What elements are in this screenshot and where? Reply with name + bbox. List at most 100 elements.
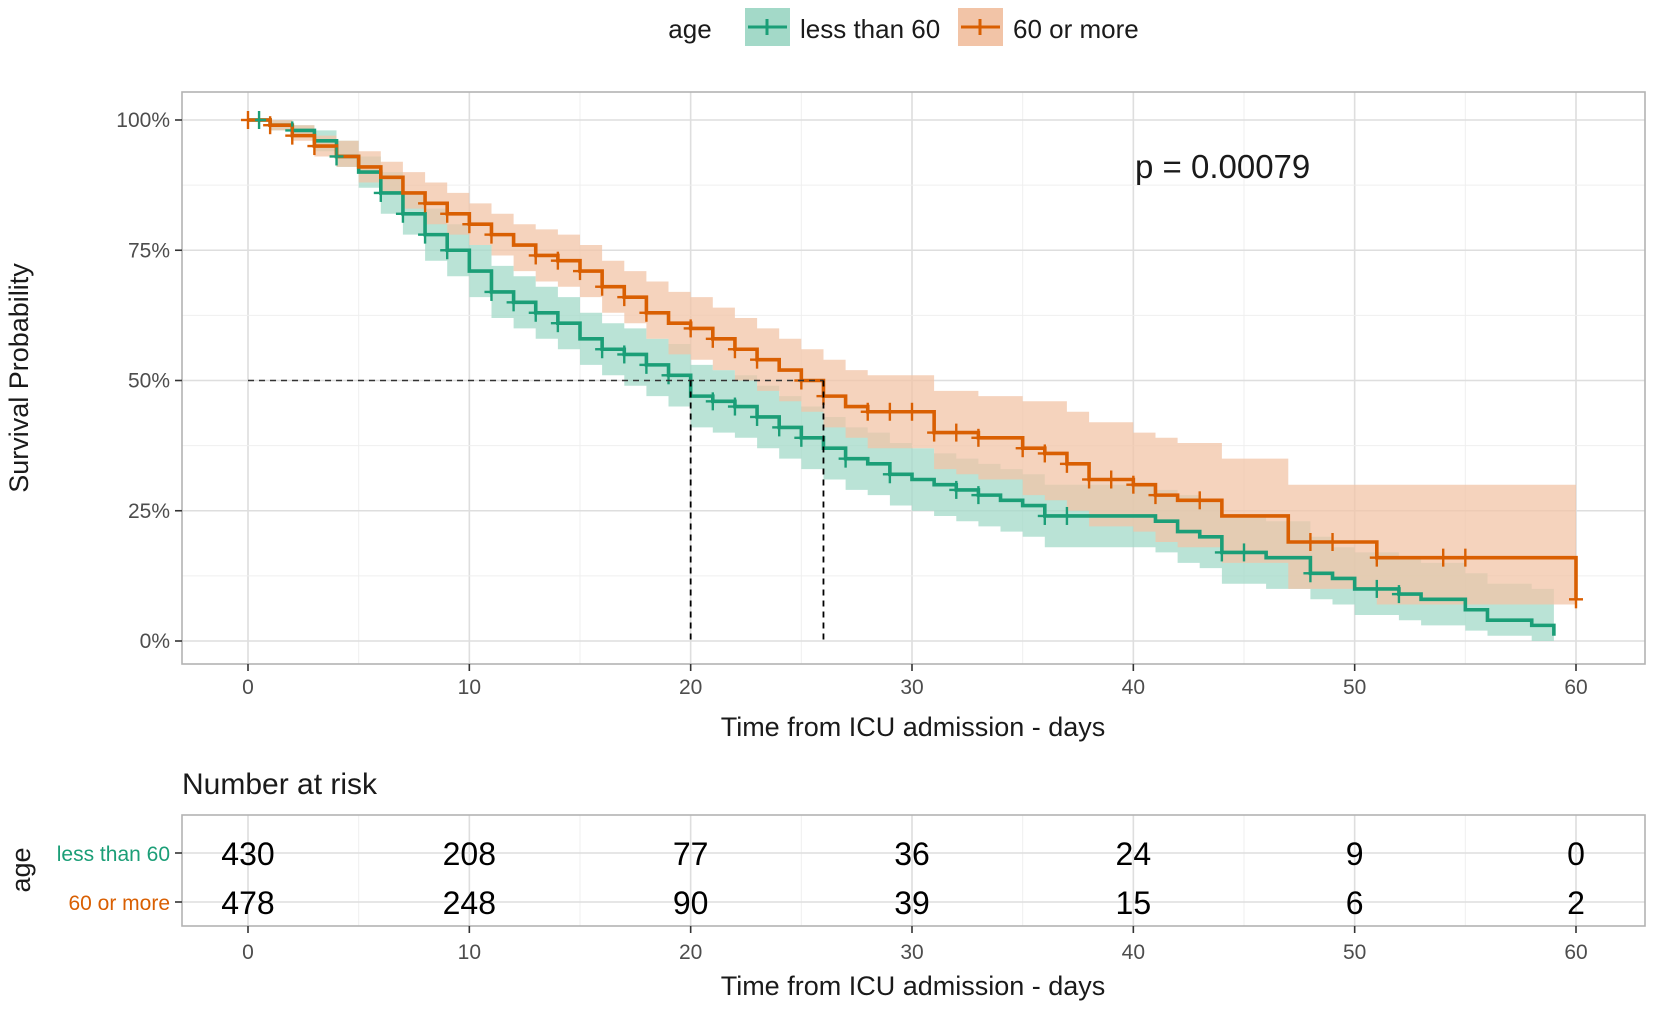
censor-mark-less-than-60	[395, 204, 410, 223]
censor-mark-less-than-60	[528, 303, 543, 322]
x-tick-label: 20	[679, 676, 702, 699]
censor-mark-less-than-60	[617, 345, 632, 364]
risk-value-60-or-more: 39	[894, 885, 930, 921]
p-value: p = 0.00079	[1135, 148, 1310, 185]
x-tick-label: 30	[900, 676, 923, 699]
censor-mark-60-or-more	[1569, 590, 1583, 609]
y-axis-title: Survival Probability	[4, 263, 34, 493]
risk-value-60-or-more: 6	[1346, 885, 1364, 921]
censor-mark-60-or-more	[860, 402, 875, 421]
censor-mark-less-than-60	[1059, 506, 1074, 525]
censor-mark-60-or-more	[927, 423, 942, 442]
risk-value-60-or-more: 248	[443, 885, 496, 921]
plot-panel-border	[181, 91, 1646, 665]
median-lines	[248, 379, 825, 641]
censor-mark-less-than-60	[440, 241, 455, 260]
censor-mark-less-than-60	[639, 355, 654, 374]
censor-mark-less-than-60	[794, 428, 809, 447]
censor-mark-less-than-60	[1303, 564, 1318, 583]
censor-mark-60-or-more	[1436, 548, 1451, 567]
risk-table-border	[181, 814, 1646, 927]
risk-value-less-than-60: 36	[894, 836, 930, 872]
censor-mark-60-or-more	[683, 319, 698, 338]
censor-mark-60-or-more	[573, 262, 587, 281]
x-axis-title: Time from ICU admission - days	[721, 712, 1106, 742]
legend: age less than 60 60 or more	[668, 8, 1139, 46]
risk-value-60-or-more: 90	[673, 885, 709, 921]
censor-mark-60-or-more	[905, 402, 919, 421]
censor-mark-60-or-more	[462, 215, 477, 234]
censor-mark-less-than-60	[971, 486, 986, 505]
censor-mark-60-or-more	[1082, 470, 1097, 489]
censor-mark-60-or-more	[971, 428, 986, 447]
risk-table-y-title: age	[6, 847, 36, 892]
x-tick-label: 60	[1564, 676, 1587, 699]
y-tick-label: 25%	[128, 500, 170, 523]
censor-mark-60-or-more	[307, 137, 322, 156]
censor-mark-60-or-more	[727, 340, 742, 359]
x-axis: 0 10 20 30 40 50 60	[242, 664, 1588, 699]
censor-mark-60-or-more	[528, 246, 543, 265]
censor-mark-less-than-60	[595, 340, 610, 359]
censor-mark-less-than-60	[418, 225, 433, 244]
confidence-band-60-or-more	[248, 120, 1576, 605]
censor-marks	[241, 111, 1583, 609]
censor-mark-60-or-more	[1192, 491, 1207, 510]
censor-mark-60-or-more	[1369, 548, 1384, 567]
y-axis: 0% 25% 50% 75% 100%	[116, 109, 182, 653]
censor-mark-less-than-60	[882, 465, 897, 484]
censor-mark-less-than-60	[705, 392, 720, 411]
risk-value-less-than-60: 208	[443, 836, 496, 872]
censor-mark-60-or-more	[1126, 475, 1141, 494]
censor-mark-60-or-more	[1104, 470, 1119, 489]
risk-value-60-or-more: 478	[221, 885, 274, 921]
x-tick-label: 50	[1343, 676, 1366, 699]
censor-mark-60-or-more	[263, 116, 278, 135]
censor-mark-60-or-more	[595, 277, 610, 296]
censor-mark-less-than-60	[1391, 585, 1406, 604]
risk-table-x-axis: 0 10 20 30 40 50 60	[242, 926, 1588, 964]
x-tick-label: 0	[242, 676, 254, 699]
censor-mark-60-or-more	[1458, 548, 1473, 567]
x-tick-label: 10	[458, 676, 481, 699]
y-tick-label: 50%	[128, 370, 170, 393]
censor-mark-60-or-more	[949, 423, 964, 442]
risk-x-tick-label: 0	[242, 941, 254, 964]
censor-mark-60-or-more	[1303, 533, 1318, 552]
risk-table-grid	[182, 815, 1645, 926]
censor-mark-60-or-more	[617, 288, 632, 307]
y-tick-label: 100%	[116, 109, 170, 132]
censor-mark-less-than-60	[750, 407, 765, 426]
censor-mark-less-than-60	[727, 397, 742, 416]
risk-table-title: Number at risk	[182, 768, 378, 801]
censor-mark-60-or-more	[705, 329, 720, 348]
risk-x-tick-label: 40	[1122, 941, 1145, 964]
censor-mark-60-or-more	[418, 194, 433, 213]
censor-mark-less-than-60	[550, 314, 565, 333]
risk-x-tick-label: 30	[900, 941, 923, 964]
risk-value-less-than-60: 0	[1567, 836, 1585, 872]
legend-label-less-than-60: less than 60	[800, 14, 940, 44]
censor-mark-less-than-60	[484, 282, 499, 301]
risk-value-less-than-60: 77	[673, 836, 709, 872]
y-tick-label: 0%	[140, 630, 170, 653]
risk-value-less-than-60: 9	[1346, 836, 1364, 872]
censor-mark-less-than-60	[1237, 543, 1251, 562]
censor-mark-60-or-more	[1015, 439, 1030, 458]
risk-value-less-than-60: 430	[221, 836, 274, 872]
censor-mark-60-or-more	[285, 126, 300, 145]
legend-label-60-or-more: 60 or more	[1013, 14, 1139, 44]
censor-mark-less-than-60	[506, 293, 521, 312]
censor-mark-less-than-60	[1037, 506, 1052, 525]
risk-value-60-or-more: 15	[1116, 885, 1152, 921]
risk-table-row-labels: less than 60 60 or more	[57, 843, 182, 915]
censor-mark-60-or-more	[484, 225, 499, 244]
censor-mark-less-than-60	[772, 418, 787, 437]
y-tick-label: 75%	[128, 239, 170, 262]
risk-table-x-title: Time from ICU admission - days	[721, 971, 1106, 1001]
risk-x-tick-label: 20	[679, 941, 702, 964]
survival-plot: 0% 25% 50% 75% 100% 0 10 20 30 40 50 60 p = 0.0007…	[4, 91, 1646, 742]
